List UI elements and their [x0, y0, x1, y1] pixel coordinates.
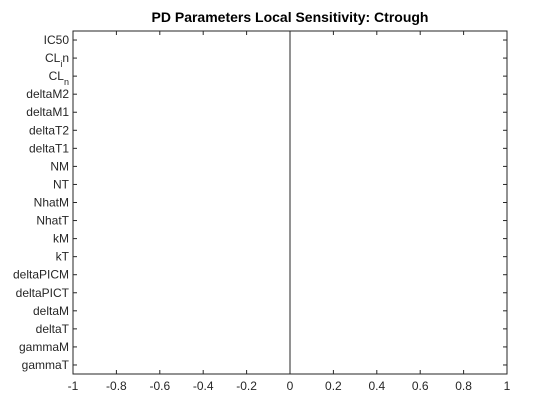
y-tick-label: deltaM1 [26, 105, 69, 119]
x-tick-label: 0 [287, 379, 294, 393]
x-tick-label: -0.4 [193, 379, 214, 393]
y-tick-label: gammaT [22, 358, 70, 372]
x-axis: -1 -0.8 -0.6 -0.4 -0.2 0 0.2 0.4 0.6 0.8 1 [68, 31, 511, 393]
y-tick-label: NhatT [36, 214, 69, 228]
y-tick-label: deltaM2 [26, 87, 69, 101]
y-tick-label: NM [50, 159, 69, 173]
y-tick-label: NhatM [34, 196, 69, 210]
y-tick-label: kT [56, 250, 70, 264]
y-tick-label: CLin [45, 51, 69, 69]
y-tick-label: gammaM [19, 340, 69, 354]
y-tick-label: deltaPICM [13, 268, 69, 282]
y-tick-label: IC50 [44, 33, 70, 47]
y-tick-label: CLn [49, 69, 69, 87]
x-tick-label: 0.8 [455, 379, 472, 393]
x-tick-label: -1 [68, 379, 79, 393]
x-tick-label: -0.8 [106, 379, 127, 393]
x-tick-label: 0.6 [412, 379, 429, 393]
chart-title: PD Parameters Local Sensitivity: Ctrough [152, 9, 429, 25]
x-tick-label: 0.4 [368, 379, 385, 393]
y-tick-label: deltaT2 [29, 123, 69, 137]
y-tick-label: deltaT [36, 322, 70, 336]
y-tick-label: NT [53, 177, 70, 191]
y-tick-label: kM [53, 232, 69, 246]
x-tick-label: -0.6 [149, 379, 170, 393]
x-tick-label: 1 [504, 379, 511, 393]
y-tick-label: deltaT1 [29, 141, 69, 155]
x-tick-label: -0.2 [236, 379, 257, 393]
y-tick-label: deltaPICT [16, 286, 70, 300]
x-tick-label: 0.2 [325, 379, 342, 393]
y-tick-label: deltaM [33, 304, 69, 318]
